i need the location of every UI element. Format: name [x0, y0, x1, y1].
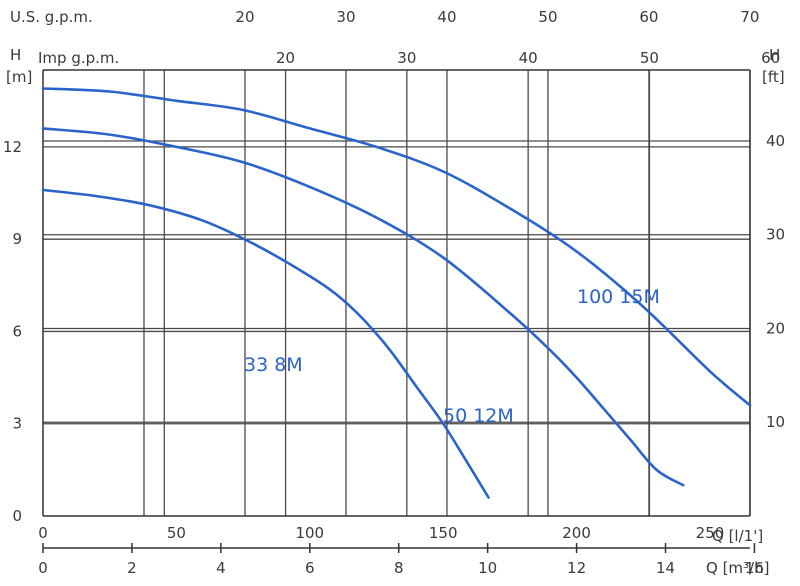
left-h-unit: [m] — [6, 68, 32, 86]
tick-label-usgpm: 40 — [437, 8, 456, 26]
tick-label-usgpm: 30 — [336, 8, 355, 26]
tick-label-ft: 40 — [766, 132, 785, 150]
tick-label-lpm: 200 — [562, 524, 591, 542]
tick-label-usgpm: 60 — [639, 8, 658, 26]
tick-label-ft: 20 — [766, 319, 785, 337]
tick-label-m3h: 16 — [745, 559, 764, 577]
curve-label-33-8m: 33 8M — [244, 354, 303, 376]
tick-label-m3h: 2 — [127, 559, 137, 577]
tick-label-lpm: 150 — [429, 524, 458, 542]
tick-label-lpm: 250 — [696, 524, 725, 542]
lpm-axis-label: Q [l/1'] — [712, 527, 763, 545]
right-h-unit: [ft] — [762, 68, 785, 86]
tick-label-lpm: 0 — [38, 524, 48, 542]
imp-gpm-axis-label: Imp g.p.m. — [38, 49, 119, 67]
curve-33-8m — [41, 188, 490, 499]
tick-label-m3h: 8 — [394, 559, 404, 577]
curve-100-15m — [41, 87, 752, 407]
grid-lines — [43, 70, 751, 516]
tick-label-m3h: 4 — [216, 559, 226, 577]
us-gpm-axis-label: U.S. g.p.m. — [10, 8, 93, 26]
curve-labels: 33 8M 50 12M 100 15M — [244, 286, 660, 427]
pump-curves — [41, 87, 752, 499]
tick-label-impgpm: 20 — [276, 49, 295, 67]
left-h-label: H — [10, 46, 21, 64]
axes — [42, 69, 756, 553]
tick-label-m: 6 — [12, 322, 22, 340]
curve-label-100-15m: 100 15M — [577, 286, 660, 308]
tick-label-ft: 30 — [766, 226, 785, 244]
axis-labels: U.S. g.p.m. Imp g.p.m. H [m] H [ft] Q [l… — [6, 8, 785, 577]
curve-50-12m — [41, 127, 685, 487]
tick-label-lpm: 50 — [167, 524, 186, 542]
tick-label-m: 12 — [3, 138, 22, 156]
tick-label-m3h: 0 — [38, 559, 48, 577]
curve-label-50-12m: 50 12M — [443, 405, 514, 427]
right-h-label: H — [769, 46, 780, 64]
tick-label-impgpm: 40 — [519, 49, 538, 67]
tick-label-usgpm: 20 — [235, 8, 254, 26]
tick-label-m3h: 10 — [478, 559, 497, 577]
tick-label-impgpm: 50 — [640, 49, 659, 67]
tick-label-impgpm: 30 — [397, 49, 416, 67]
tick-label-m3h: 12 — [567, 559, 586, 577]
tick-label-impgpm: 60 — [761, 49, 780, 67]
tick-label-lpm: 100 — [295, 524, 324, 542]
tick-label-m3h: 6 — [305, 559, 315, 577]
m3h-axis-label: Q [m³/h] — [706, 559, 769, 577]
tick-label-m: 0 — [12, 507, 22, 525]
tick-label-m3h: 14 — [656, 559, 675, 577]
tick-label-m: 9 — [12, 230, 22, 248]
tick-label-ft: 10 — [766, 413, 785, 431]
tick-label-usgpm: 70 — [740, 8, 759, 26]
tick-label-m: 3 — [12, 415, 22, 433]
tick-label-usgpm: 50 — [538, 8, 557, 26]
